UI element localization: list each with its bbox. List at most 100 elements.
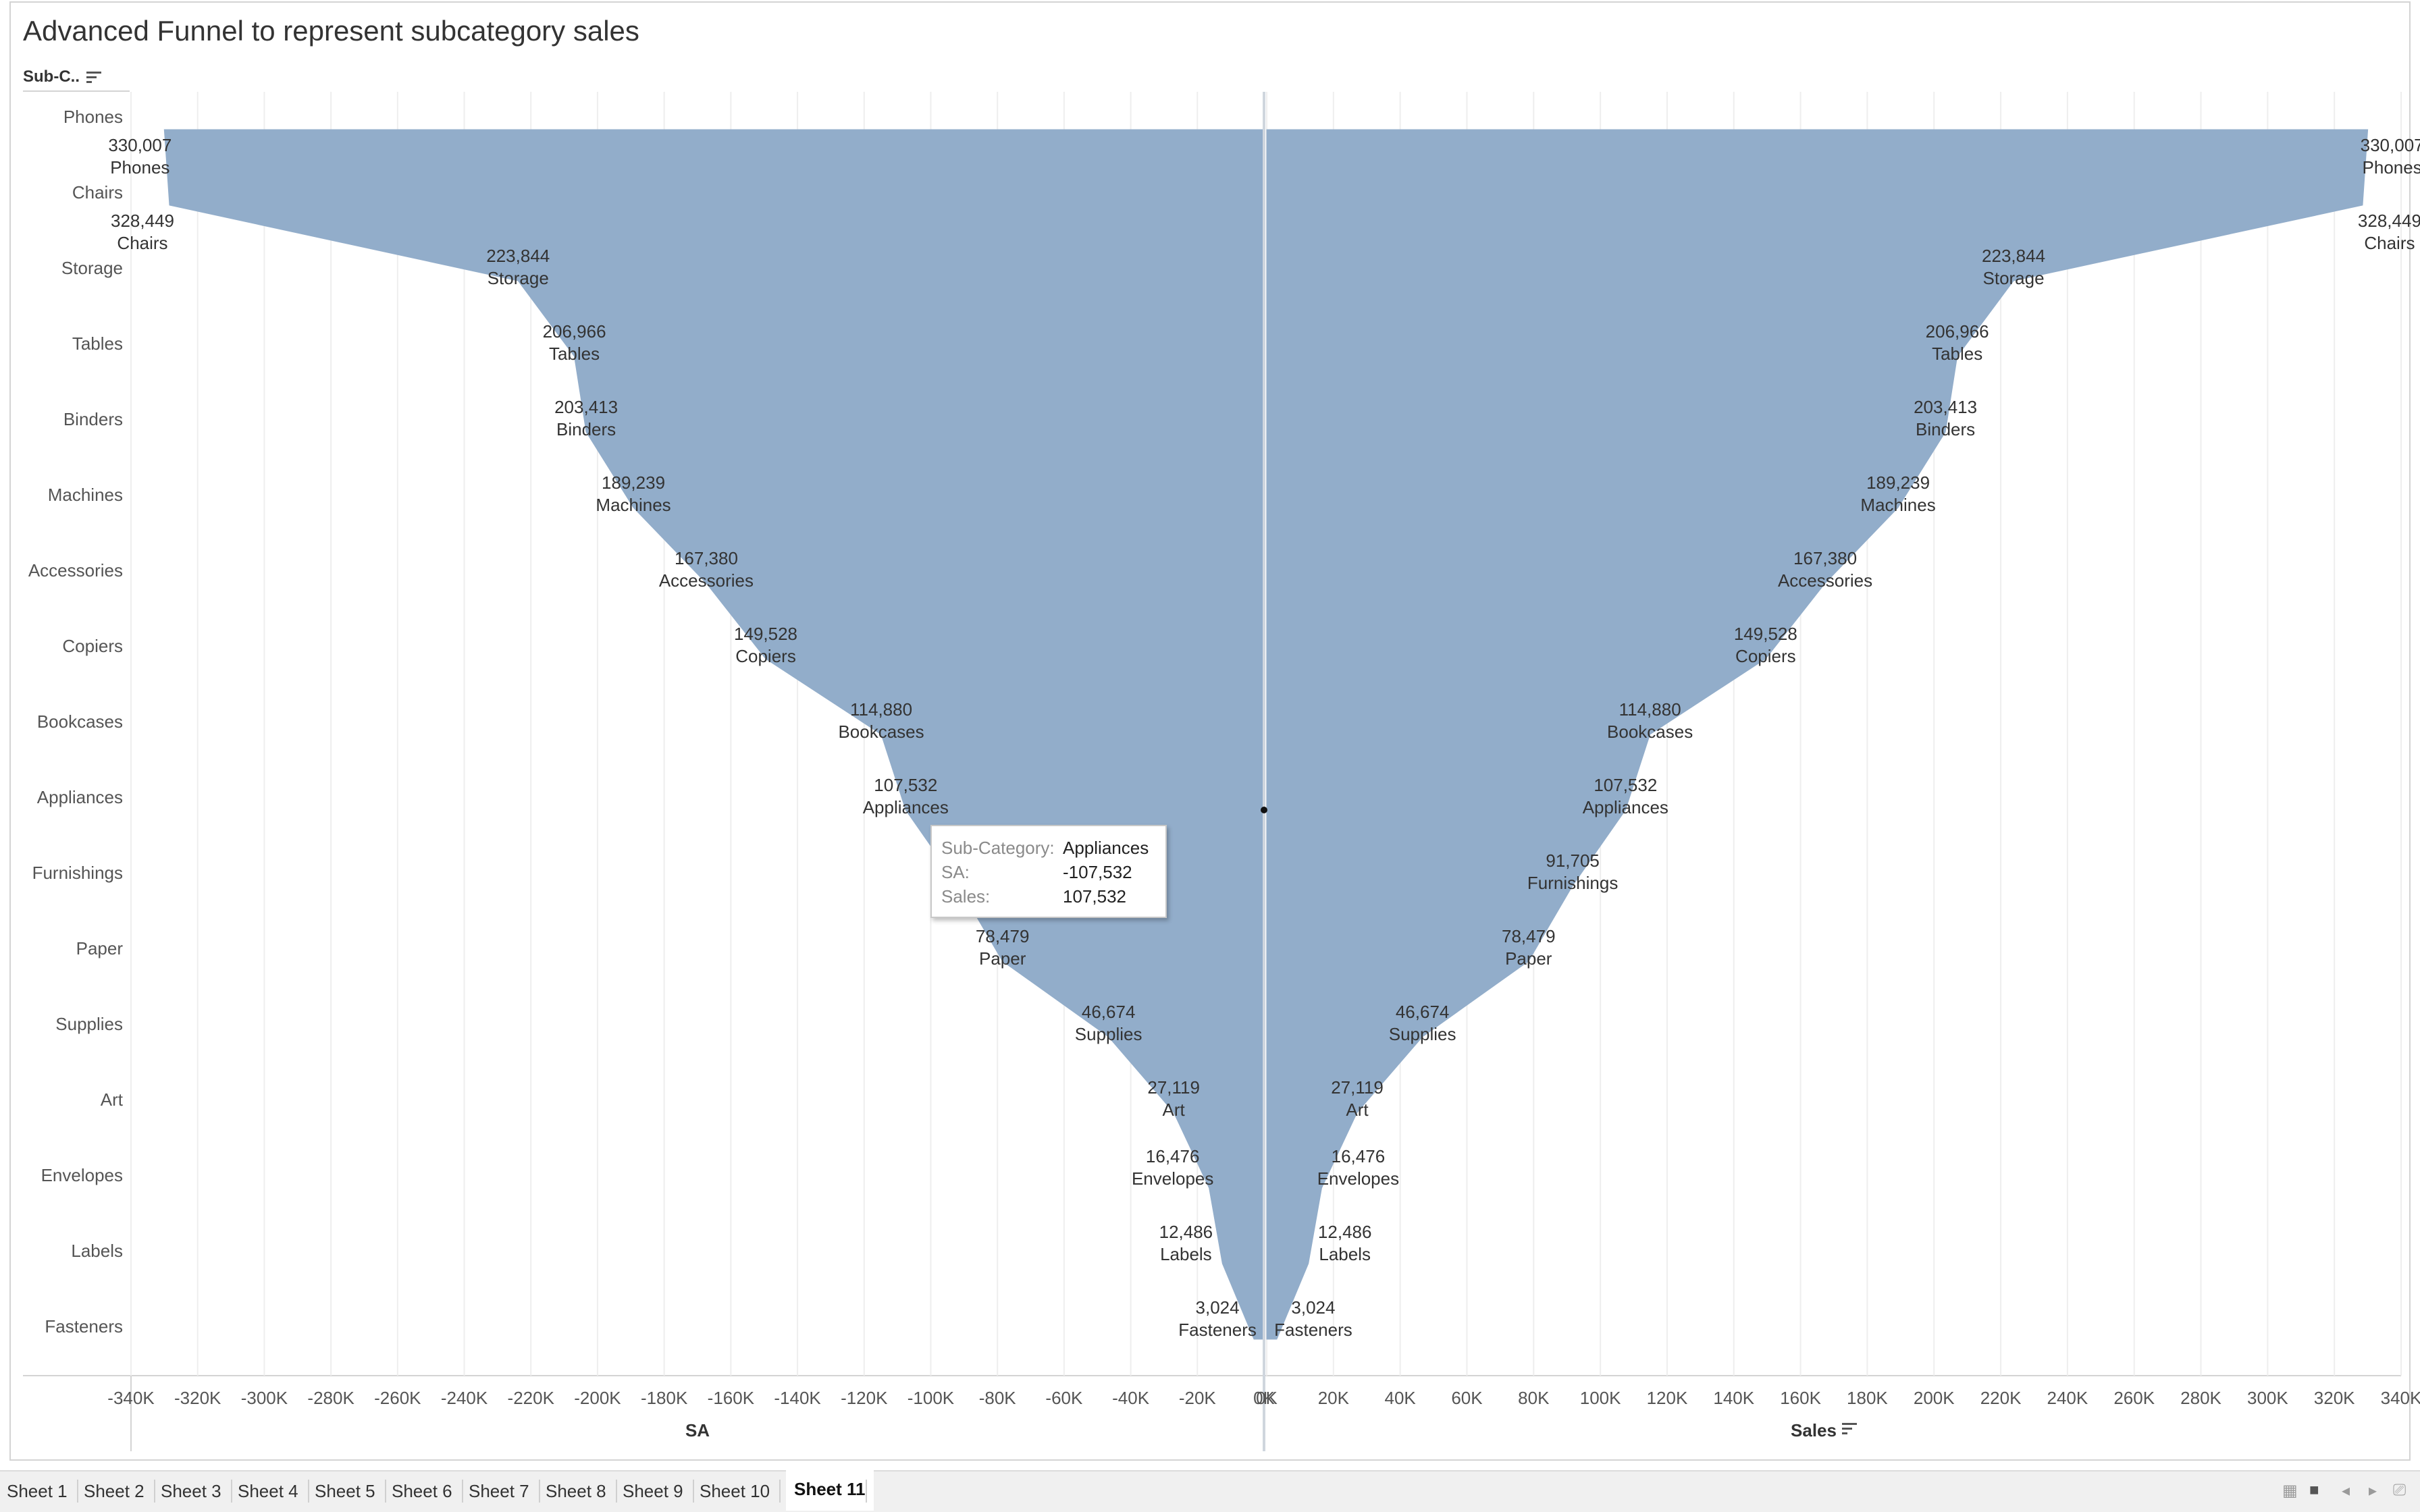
sheet-tab-8[interactable]: Sheet 8 [546,1481,606,1501]
data-label-sa-value: 328,449 [111,211,174,231]
data-label-sa-name: Copiers [735,646,796,666]
tick-label-sales: 340K [2381,1388,2420,1408]
tab-separator [693,1480,694,1503]
sheet-tab-bar [0,1470,2420,1512]
row-label-appliances: Appliances [37,787,123,807]
data-label-sa-name: Supplies [1075,1024,1142,1044]
presentation-mode-icon[interactable]: ⎚ [2393,1481,2406,1499]
data-label-sales-value: 203,413 [1914,397,1977,417]
data-label-sa-name: Machines [596,495,670,515]
data-label-sales-value: 3,024 [1291,1297,1335,1318]
data-label-sales-name: Accessories [1778,570,1872,591]
data-label-sales-value: 12,486 [1318,1222,1372,1242]
tick-label-sa: -240K [441,1388,488,1408]
data-label-sa-name: Labels [1160,1244,1212,1264]
tab-separator [616,1480,617,1503]
data-label-sa-value: 107,532 [874,775,937,795]
area-sales [1266,129,2369,1340]
funnel-chart[interactable]: Phones Chairs Storage Tables Binders Machines… [0,0,2420,1470]
sheet-tab-11[interactable]: Sheet 11 [786,1470,874,1511]
tick-label-sa: -40K [1112,1388,1150,1408]
sheet-tab-4[interactable]: Sheet 4 [238,1481,298,1501]
tick-label-sa: -20K [1179,1388,1217,1408]
tick-label-sales: 60K [1451,1388,1483,1408]
data-label-sa-name: Storage [488,268,549,288]
row-header-subcategory[interactable]: Sub-C.. [23,68,103,86]
tick-label-sales: 240K [2047,1388,2088,1408]
tick-label-sa: -160K [708,1388,755,1408]
row-label-envelopes: Envelopes [41,1165,123,1185]
sort-icon[interactable] [86,70,103,84]
data-label-sales-value: 114,880 [1619,699,1681,720]
sheet-tab-10[interactable]: Sheet 10 [700,1481,770,1501]
next-sheet-icon[interactable]: ▸ [2369,1482,2377,1500]
sales-sort-icon [1842,1423,1857,1425]
tab-separator [462,1480,463,1503]
data-label-sa-value: 206,966 [543,321,606,342]
show-filmstrip-icon[interactable]: ▦ [2282,1482,2298,1500]
data-label-sales-name: Machines [1860,495,1935,515]
tab-separator [866,1480,867,1503]
previous-sheet-icon[interactable]: ◂ [2342,1482,2350,1500]
hover-point [1261,807,1267,813]
tick-label-sales: 300K [2247,1388,2288,1408]
data-label-sales-name: Fasteners [1274,1320,1352,1340]
data-label-sales-value: 167,380 [1793,548,1857,568]
data-label-sa-name: Phones [110,157,169,178]
sheet-tab-2[interactable]: Sheet 2 [84,1481,144,1501]
data-label-sa-value: 189,239 [602,473,665,493]
data-label-sales-name: Appliances [1583,797,1668,817]
data-label-sales-name: Phones [2363,157,2420,178]
data-label-sales-value: 107,532 [1594,775,1657,795]
tick-label-sales: 200K [1914,1388,1955,1408]
sheet-tab-1[interactable]: Sheet 1 [7,1481,68,1501]
axis-title-sales: Sales [1791,1420,1837,1440]
tick-label-sales: 80K [1518,1388,1550,1408]
tooltip-row-sa: SA: -107,532 [941,860,1165,884]
data-label-sales-name: Art [1346,1100,1369,1120]
chart-title: Advanced Funnel to represent subcategory… [23,15,639,47]
tooltip-key: SA: [941,861,970,882]
sheet-tab-3[interactable]: Sheet 3 [161,1481,221,1501]
data-label-sa-name: Accessories [659,570,754,591]
data-label-sales-value: 328,449 [2358,211,2420,231]
data-label-sales-value: 91,705 [1546,850,1600,871]
row-label-chairs: Chairs [72,182,123,202]
tick-label-sa: -80K [979,1388,1017,1408]
data-label-sa-value: 46,674 [1082,1002,1136,1022]
tick-label-sa: -60K [1045,1388,1083,1408]
data-label-sa-name: Paper [979,948,1026,969]
tick-label-sales: 100K [1580,1388,1621,1408]
row-label-copiers: Copiers [62,636,123,656]
sheet-tab-7[interactable]: Sheet 7 [469,1481,529,1501]
data-label-sa-value: 167,380 [675,548,738,568]
tick-label-sa: -140K [774,1388,821,1408]
data-label-sales-value: 46,674 [1396,1002,1450,1022]
data-label-sa-name: Binders [556,419,616,439]
data-label-sa-name: Bookcases [838,722,924,742]
sheet-tab-5[interactable]: Sheet 5 [315,1481,375,1501]
tick-label-sales: 40K [1385,1388,1417,1408]
data-label-sa-name: Envelopes [1132,1168,1213,1189]
data-label-sa-value: 16,476 [1146,1146,1200,1166]
tick-label-sales: 20K [1318,1388,1350,1408]
tooltip-row-sales: Sales: 107,532 [941,884,1165,909]
show-sheet-icon[interactable]: ■ [2309,1481,2319,1499]
data-label-sa-value: 330,007 [108,135,172,155]
tab-separator [154,1480,155,1503]
row-label-paper: Paper [76,938,124,959]
data-label-sales-value: 189,239 [1866,473,1930,493]
sheet-tab-6[interactable]: Sheet 6 [392,1481,452,1501]
tab-separator [779,1480,781,1503]
tick-label-sales: 280K [2180,1388,2221,1408]
row-label-accessories: Accessories [28,560,123,580]
tick-label-sales: 220K [1980,1388,2022,1408]
data-label-sa-value: 3,024 [1196,1297,1240,1318]
row-label-art: Art [101,1089,124,1110]
tick-label-sa: -260K [374,1388,421,1408]
row-label-furnishings: Furnishings [32,863,123,883]
tick-label-sales: 320K [2314,1388,2355,1408]
data-label-sa-value: 78,479 [976,926,1030,946]
row-label-supplies: Supplies [55,1014,123,1034]
sheet-tab-9[interactable]: Sheet 9 [623,1481,683,1501]
